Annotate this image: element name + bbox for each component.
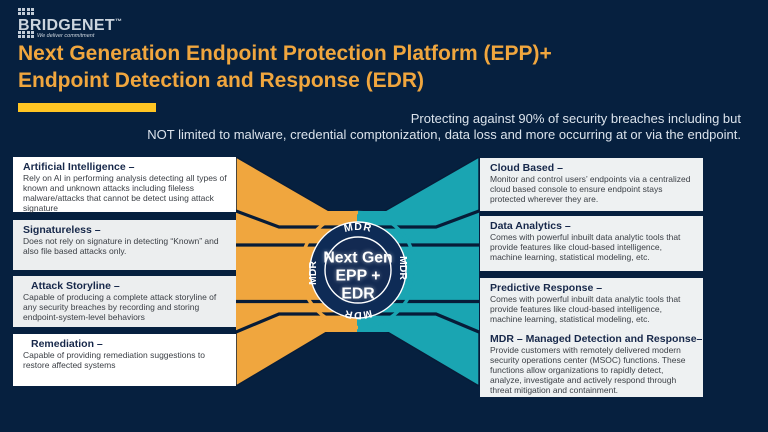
- svg-text:Next Gen: Next Gen: [323, 250, 392, 267]
- svg-text:MDR: MDR: [307, 261, 319, 285]
- svg-text:EPP +: EPP +: [335, 268, 380, 285]
- svg-text:MDR: MDR: [397, 256, 409, 280]
- svg-text:EDR: EDR: [341, 286, 375, 303]
- svg-text:MDR: MDR: [342, 221, 372, 235]
- svg-text:MDR: MDR: [342, 307, 372, 321]
